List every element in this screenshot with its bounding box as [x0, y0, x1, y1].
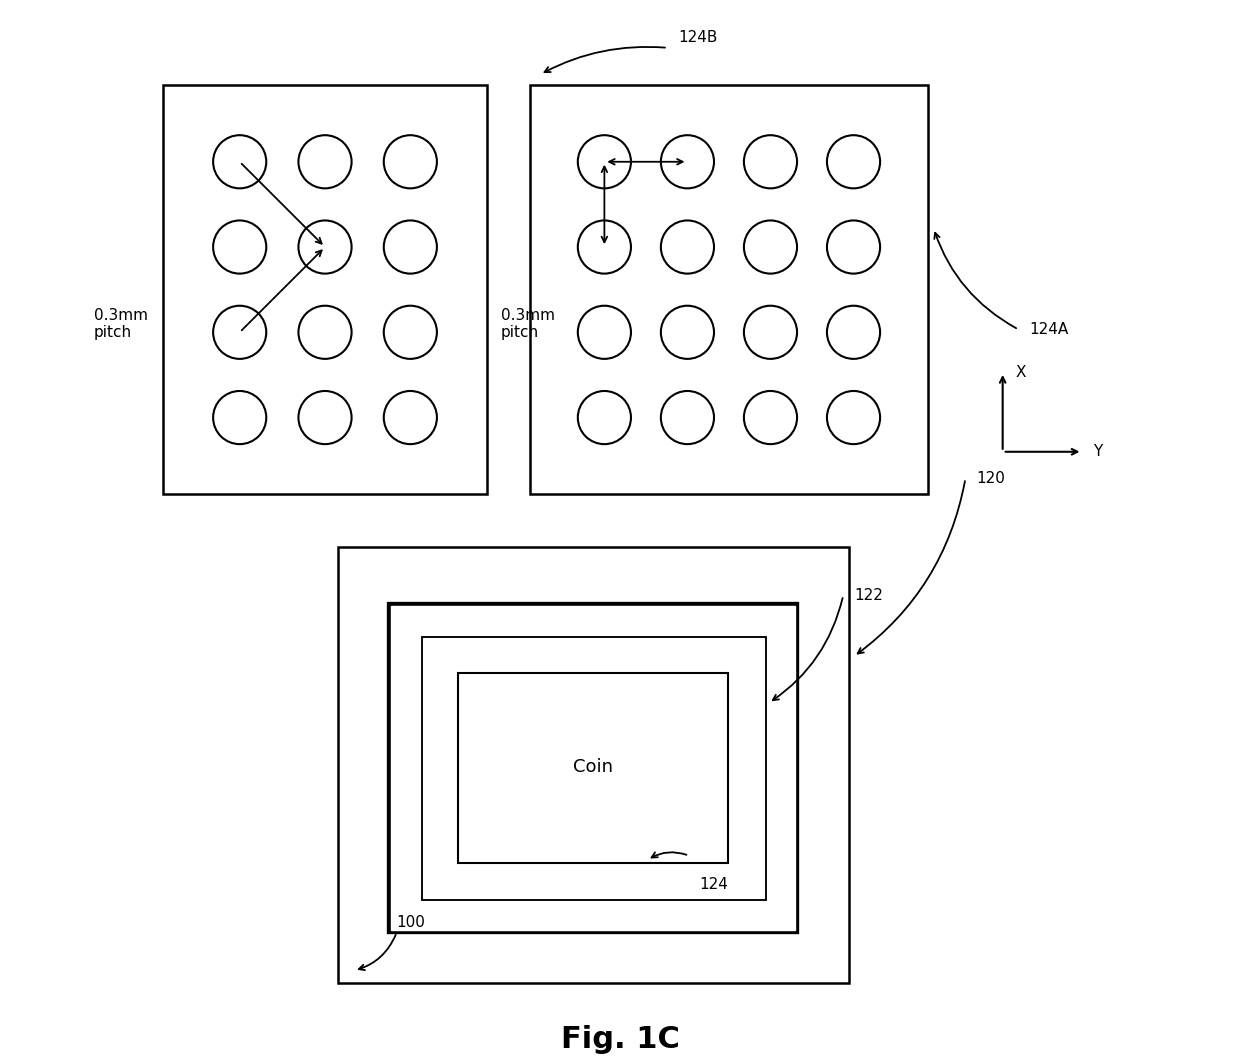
Text: 124B: 124B — [678, 30, 718, 45]
Circle shape — [578, 306, 631, 359]
Circle shape — [661, 135, 714, 188]
Text: 100: 100 — [397, 915, 425, 930]
Circle shape — [744, 135, 797, 188]
Text: 124: 124 — [699, 877, 729, 892]
Circle shape — [213, 220, 267, 273]
Text: 120: 120 — [976, 471, 1004, 486]
Text: 124A: 124A — [1029, 322, 1069, 337]
Bar — [392, 606, 795, 930]
Bar — [339, 547, 848, 983]
Circle shape — [744, 391, 797, 444]
Text: 0.3mm
pitch: 0.3mm pitch — [94, 308, 148, 340]
Circle shape — [661, 391, 714, 444]
Circle shape — [383, 391, 436, 444]
Text: Coin: Coin — [573, 759, 614, 776]
Bar — [459, 673, 728, 863]
Text: 122: 122 — [854, 588, 883, 603]
Text: 0.3mm
pitch: 0.3mm pitch — [501, 308, 556, 340]
Circle shape — [578, 135, 631, 188]
Circle shape — [383, 135, 436, 188]
Text: Y: Y — [1092, 444, 1102, 459]
Circle shape — [827, 135, 880, 188]
Circle shape — [661, 220, 714, 273]
Text: Fig. 1C: Fig. 1C — [560, 1025, 680, 1054]
Circle shape — [213, 306, 267, 359]
Circle shape — [827, 391, 880, 444]
Circle shape — [744, 220, 797, 273]
Circle shape — [299, 391, 352, 444]
Bar — [423, 638, 764, 898]
Circle shape — [827, 306, 880, 359]
Circle shape — [299, 135, 352, 188]
Bar — [423, 638, 764, 898]
Text: X: X — [1016, 365, 1025, 379]
Circle shape — [383, 306, 436, 359]
Circle shape — [744, 306, 797, 359]
Bar — [529, 85, 929, 494]
Circle shape — [299, 306, 352, 359]
Circle shape — [383, 220, 436, 273]
Circle shape — [299, 220, 352, 273]
Circle shape — [213, 135, 267, 188]
Bar — [392, 606, 795, 930]
Circle shape — [578, 220, 631, 273]
Circle shape — [827, 220, 880, 273]
Bar — [162, 85, 487, 494]
Circle shape — [578, 391, 631, 444]
Circle shape — [661, 306, 714, 359]
Circle shape — [213, 391, 267, 444]
